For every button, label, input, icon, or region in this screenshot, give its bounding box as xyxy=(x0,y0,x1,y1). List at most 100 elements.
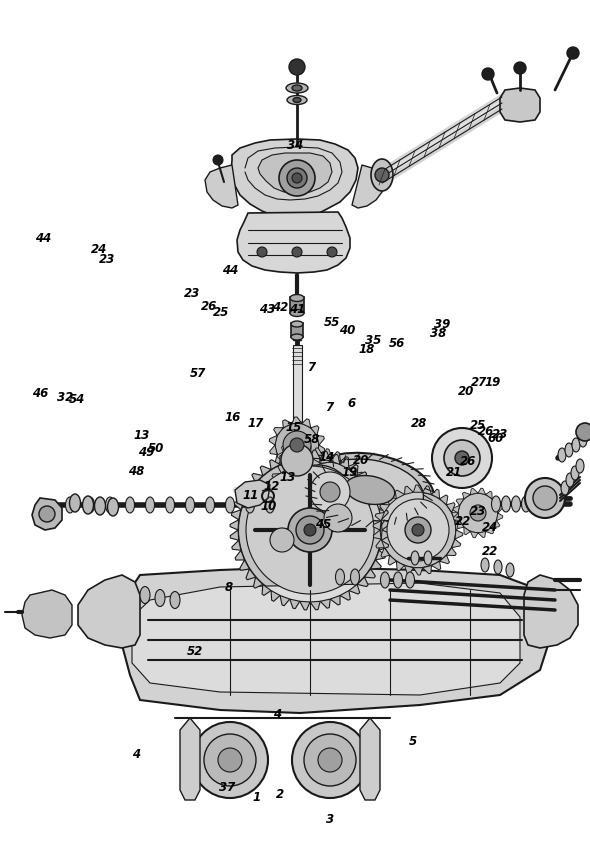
Circle shape xyxy=(281,444,313,476)
Polygon shape xyxy=(375,500,385,510)
Ellipse shape xyxy=(170,592,180,608)
Text: 48: 48 xyxy=(127,465,144,479)
Polygon shape xyxy=(359,483,366,492)
Polygon shape xyxy=(371,560,381,569)
Polygon shape xyxy=(321,455,330,463)
Circle shape xyxy=(289,59,305,75)
Text: 7: 7 xyxy=(325,401,333,415)
Polygon shape xyxy=(405,566,414,575)
Circle shape xyxy=(514,62,526,74)
Polygon shape xyxy=(386,496,396,505)
Polygon shape xyxy=(463,492,470,499)
Polygon shape xyxy=(365,569,375,578)
Polygon shape xyxy=(32,498,62,530)
Ellipse shape xyxy=(225,497,234,513)
Ellipse shape xyxy=(539,496,549,512)
Polygon shape xyxy=(302,419,311,428)
Circle shape xyxy=(304,524,316,536)
Polygon shape xyxy=(269,435,277,445)
Ellipse shape xyxy=(506,563,514,577)
Polygon shape xyxy=(349,465,358,475)
Ellipse shape xyxy=(512,496,520,512)
Text: 1: 1 xyxy=(253,791,261,804)
Polygon shape xyxy=(340,457,349,467)
Polygon shape xyxy=(373,521,381,530)
Ellipse shape xyxy=(494,560,502,574)
Polygon shape xyxy=(375,512,384,521)
Polygon shape xyxy=(357,472,366,483)
Polygon shape xyxy=(317,445,325,454)
Ellipse shape xyxy=(522,496,530,512)
Text: 38: 38 xyxy=(430,327,446,340)
Polygon shape xyxy=(311,452,316,460)
Polygon shape xyxy=(414,485,422,492)
Text: 15: 15 xyxy=(285,421,301,435)
Circle shape xyxy=(458,493,498,533)
Ellipse shape xyxy=(336,569,345,585)
Polygon shape xyxy=(486,527,493,534)
Ellipse shape xyxy=(405,572,415,588)
Polygon shape xyxy=(355,518,364,526)
Circle shape xyxy=(533,486,557,510)
Polygon shape xyxy=(470,488,478,494)
Circle shape xyxy=(405,517,431,543)
Circle shape xyxy=(246,466,374,594)
Text: 39: 39 xyxy=(434,317,451,331)
Text: 11: 11 xyxy=(242,488,259,502)
Polygon shape xyxy=(340,591,350,600)
Polygon shape xyxy=(231,510,241,520)
Ellipse shape xyxy=(558,448,566,462)
Ellipse shape xyxy=(126,497,135,513)
Text: enlargementparts.com: enlargementparts.com xyxy=(231,485,359,495)
Polygon shape xyxy=(268,482,277,491)
Polygon shape xyxy=(300,450,310,459)
Polygon shape xyxy=(278,465,288,473)
Polygon shape xyxy=(414,568,422,575)
Polygon shape xyxy=(271,591,280,601)
Text: 42: 42 xyxy=(271,301,288,314)
Text: 23: 23 xyxy=(99,252,116,266)
Polygon shape xyxy=(455,521,463,530)
Ellipse shape xyxy=(350,569,359,585)
Text: 18: 18 xyxy=(359,343,375,357)
Text: 22: 22 xyxy=(455,515,471,529)
Circle shape xyxy=(567,47,579,59)
Text: 34: 34 xyxy=(287,138,303,152)
Text: 25: 25 xyxy=(470,418,486,432)
Polygon shape xyxy=(440,556,450,563)
Polygon shape xyxy=(266,500,274,510)
Polygon shape xyxy=(354,501,364,510)
Polygon shape xyxy=(362,500,370,510)
Polygon shape xyxy=(235,550,244,560)
Polygon shape xyxy=(524,575,578,648)
Polygon shape xyxy=(275,454,283,464)
Polygon shape xyxy=(330,520,339,529)
Circle shape xyxy=(287,168,307,188)
Polygon shape xyxy=(260,466,271,475)
Text: 24: 24 xyxy=(481,520,498,534)
Polygon shape xyxy=(330,454,340,465)
Text: 19: 19 xyxy=(484,376,501,390)
Polygon shape xyxy=(279,526,288,537)
Circle shape xyxy=(304,734,356,786)
Circle shape xyxy=(412,524,424,536)
Bar xyxy=(291,323,303,337)
Polygon shape xyxy=(296,474,306,483)
Ellipse shape xyxy=(561,481,569,495)
Text: 41: 41 xyxy=(289,302,305,316)
Circle shape xyxy=(283,431,311,459)
Polygon shape xyxy=(292,467,302,473)
Ellipse shape xyxy=(394,572,402,588)
Polygon shape xyxy=(320,599,330,608)
Polygon shape xyxy=(122,567,548,713)
Polygon shape xyxy=(287,533,296,543)
Polygon shape xyxy=(376,539,384,548)
Polygon shape xyxy=(500,88,540,122)
Text: 58: 58 xyxy=(303,433,320,447)
Ellipse shape xyxy=(345,475,395,505)
Polygon shape xyxy=(311,459,321,467)
Bar xyxy=(293,345,301,425)
Circle shape xyxy=(320,482,340,502)
Text: 32: 32 xyxy=(57,391,73,404)
Polygon shape xyxy=(240,560,250,570)
